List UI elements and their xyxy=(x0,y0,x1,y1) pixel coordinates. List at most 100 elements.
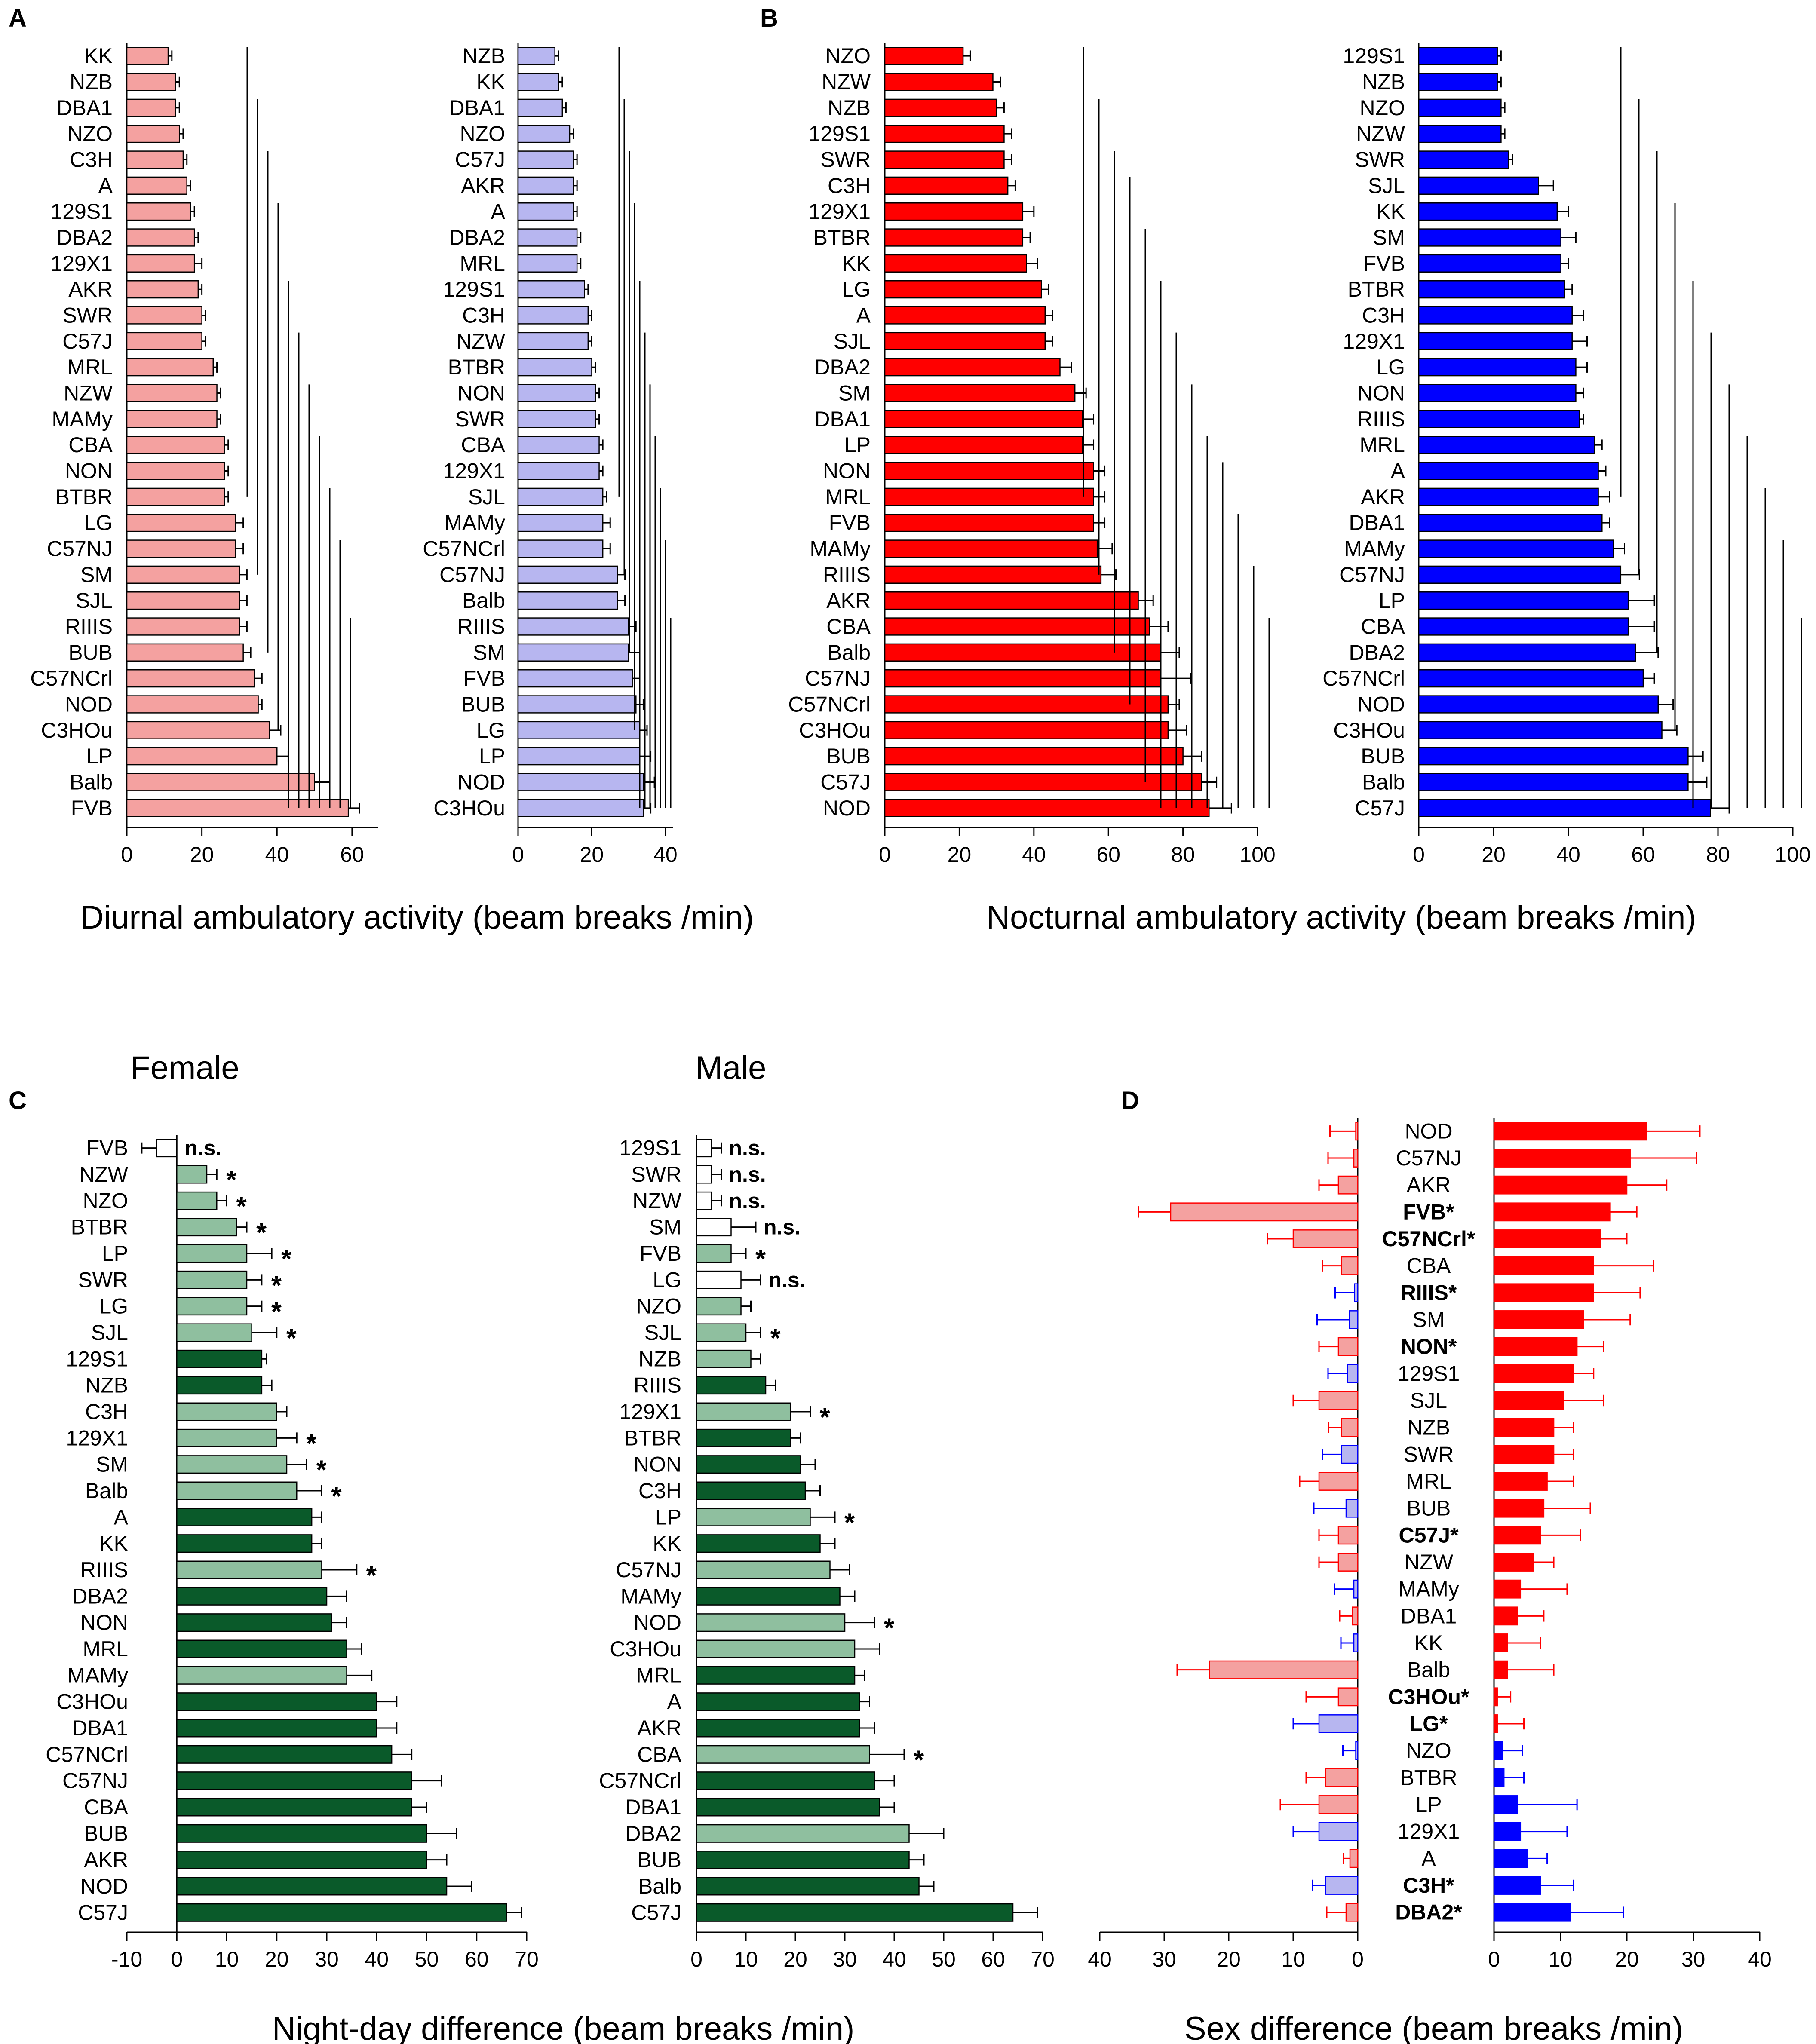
annotation-star: * xyxy=(820,1403,831,1432)
bar-NOD xyxy=(696,1613,846,1632)
category-label: C3HOu* xyxy=(1388,1685,1469,1709)
bar-MRL xyxy=(126,358,214,377)
bar-A xyxy=(1418,462,1599,480)
chart-A-female: 0 20 40 60 KKNZBDBA1NZOC3HA129S1DBA2129X1AKR… xyxy=(30,43,378,867)
category-label: RIIIS xyxy=(457,615,505,639)
annotation-ns: n.s. xyxy=(184,1136,221,1160)
panel-letter-A: A xyxy=(9,4,27,32)
bar-DBA2 xyxy=(517,228,578,247)
category-label: LP xyxy=(655,1505,681,1529)
category-label: AKR xyxy=(1407,1173,1451,1197)
category-label: DBA1 xyxy=(814,407,871,431)
bar-129X1 xyxy=(1318,1822,1359,1841)
category-label: DBA2 xyxy=(72,1584,128,1608)
bar-BTBR xyxy=(884,228,1024,247)
category-label: DBA2 xyxy=(1349,640,1405,665)
panel-letter-B: B xyxy=(760,4,778,32)
category-label: NZW xyxy=(822,70,871,94)
bar-SM xyxy=(696,1218,732,1237)
annotation-star: * xyxy=(281,1244,292,1274)
x-tick-label: 30 xyxy=(315,1947,339,1971)
category-label: SWR xyxy=(1355,148,1405,172)
category-label: C3H xyxy=(1362,303,1405,328)
category-label: SJL xyxy=(834,329,871,353)
bar-SJL xyxy=(517,487,604,506)
category-label: C57NJ xyxy=(616,1558,681,1582)
category-label: C3HOu xyxy=(610,1637,681,1661)
category-label: NZO xyxy=(83,1189,128,1213)
category-label: BTBR xyxy=(624,1426,681,1450)
category-label: NOD xyxy=(1357,693,1405,717)
bar-LP xyxy=(1493,1795,1518,1814)
bar-DBA2 xyxy=(1493,1903,1571,1922)
bar-NZW xyxy=(1418,125,1502,143)
category-label: MRL xyxy=(83,1637,128,1661)
category-label: SWR xyxy=(1404,1442,1454,1466)
bar-SWR xyxy=(884,150,1005,169)
category-label: MRL xyxy=(1406,1469,1451,1493)
bar-C3H xyxy=(176,1402,277,1421)
bar-C57J xyxy=(696,1903,1014,1922)
category-label: MAMy xyxy=(444,511,505,535)
x-tick-label: 30 xyxy=(1152,1947,1176,1971)
bar-BTBR xyxy=(126,487,225,506)
category-label: NOD xyxy=(65,693,113,717)
category-label: DBA2 xyxy=(814,355,871,379)
category-label: MRL xyxy=(636,1663,681,1687)
bar-NZB xyxy=(176,1376,263,1395)
category-label: 129X1 xyxy=(1398,1820,1460,1844)
x-tick-label: 50 xyxy=(932,1947,956,1971)
bar-MRL xyxy=(884,487,1094,506)
category-label: RIIIS xyxy=(823,563,871,587)
bar-LG xyxy=(517,721,641,739)
category-label: LG xyxy=(1376,355,1405,379)
x-tick-label: 20 xyxy=(1615,1947,1639,1971)
bar-Balb xyxy=(126,773,315,791)
category-label: DBA1 xyxy=(72,1716,128,1740)
bar-A xyxy=(1493,1849,1528,1868)
bar-C57NCrl xyxy=(126,669,255,688)
axis-title-sex: Sex difference (beam breaks /min) xyxy=(1184,2010,1683,2044)
bar-SJL xyxy=(1493,1391,1564,1410)
bar-A xyxy=(884,306,1046,325)
category-label: LG xyxy=(842,277,871,301)
bar-Balb xyxy=(884,643,1161,662)
category-label: NON xyxy=(823,459,871,483)
bar-SWR xyxy=(696,1165,712,1184)
bar-C57J xyxy=(517,150,574,169)
category-label: NZB xyxy=(1407,1416,1450,1440)
category-label: MAMy xyxy=(810,537,871,561)
x-tick-label: 100 xyxy=(1775,843,1810,867)
category-label: LP xyxy=(102,1241,128,1266)
category-label: A xyxy=(114,1505,129,1529)
annotation-star: * xyxy=(331,1482,342,1511)
category-label: KK xyxy=(84,44,113,68)
category-label: CBA xyxy=(1407,1254,1451,1278)
bar-129X1 xyxy=(176,1428,277,1447)
bar-C3HOu xyxy=(1337,1687,1359,1707)
bar-LP xyxy=(884,436,1083,454)
category-label: RIIIS xyxy=(65,615,113,639)
category-label: DBA2 xyxy=(625,1821,681,1845)
category-label: LG xyxy=(99,1294,128,1318)
bar-RIIIS xyxy=(1493,1283,1594,1302)
category-label: C57NCrl* xyxy=(1382,1227,1476,1251)
bar-SM xyxy=(517,643,629,662)
bar-129X1 xyxy=(517,462,600,480)
bar-MAMy xyxy=(1493,1579,1522,1599)
bar-SWR xyxy=(517,410,596,428)
bar-NZO xyxy=(176,1191,218,1210)
category-label: CBA xyxy=(637,1742,681,1766)
bar-MRL xyxy=(1493,1472,1548,1491)
category-label: LG* xyxy=(1410,1712,1448,1736)
x-tick-label: 20 xyxy=(783,1947,807,1971)
bar-NON xyxy=(884,462,1094,480)
bar-LG xyxy=(126,514,236,532)
bar-BTBR xyxy=(1325,1768,1359,1787)
bar-NON xyxy=(517,384,596,402)
bar-SM xyxy=(1493,1310,1584,1329)
bar-C57NJ xyxy=(884,669,1161,688)
annotation-star: * xyxy=(914,1745,924,1775)
bar-RIIIS xyxy=(884,565,1102,584)
category-label: SWR xyxy=(78,1268,128,1292)
